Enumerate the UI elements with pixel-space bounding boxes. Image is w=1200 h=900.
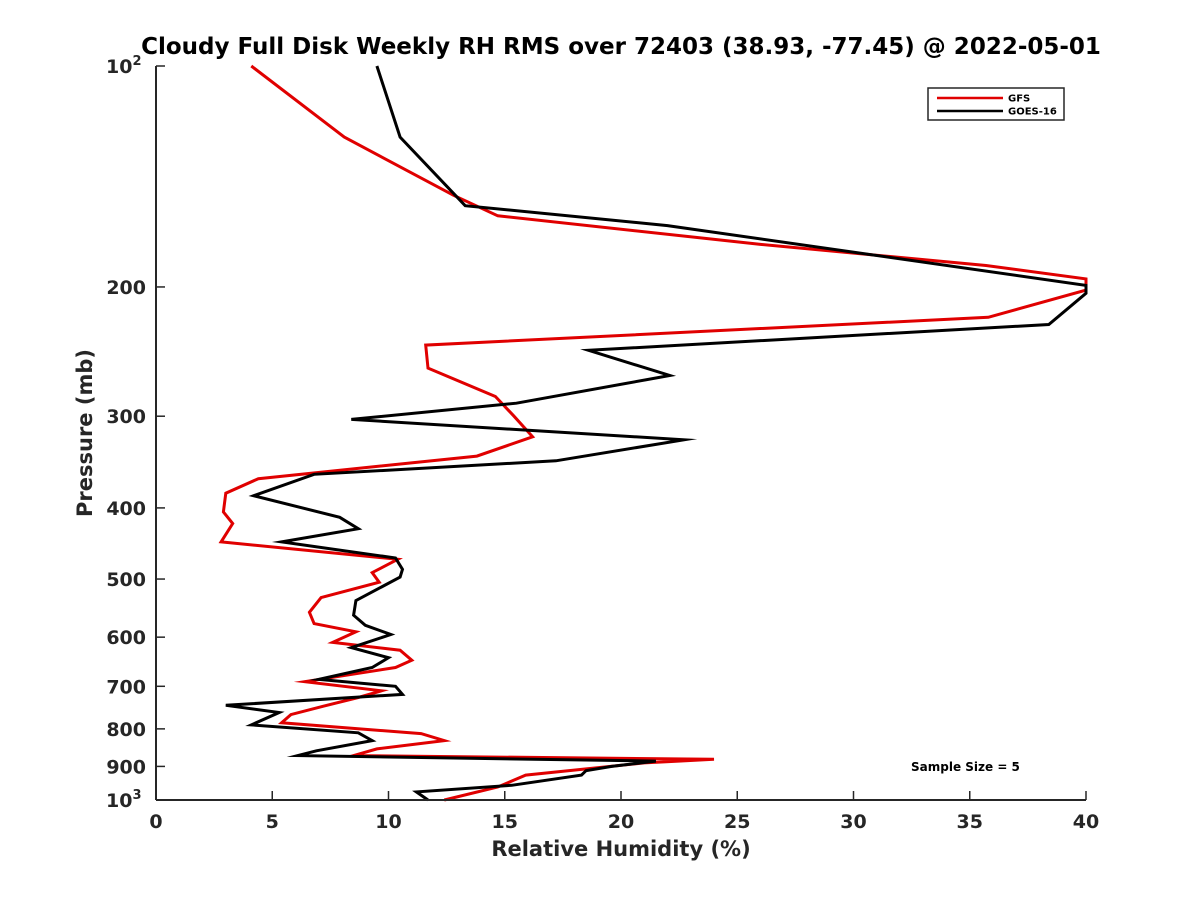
y-tick-label: 102 <box>106 54 142 78</box>
y-tick-label: 200 <box>106 277 146 299</box>
y-ticks: 102 200 300 400 500 600 700 800 900 103 <box>106 54 165 812</box>
series-line-gfs <box>218 64 1088 802</box>
x-tick-label: 0 <box>149 811 162 833</box>
x-tick-label: 5 <box>266 811 279 833</box>
x-tick-label: 25 <box>724 811 750 833</box>
series-layer <box>218 64 1088 802</box>
y-tick-label: 103 <box>106 788 142 812</box>
series-line-goes16 <box>225 65 1088 802</box>
x-tick-label: 15 <box>492 811 518 833</box>
y-axis-label: Pressure (mb) <box>73 349 97 517</box>
y-tick-label: 700 <box>106 676 146 698</box>
x-tick-label: 40 <box>1073 811 1099 833</box>
legend-box <box>927 87 1065 121</box>
y-tick-label: 300 <box>106 406 146 428</box>
y-tick-label: 500 <box>106 569 146 591</box>
x-ticks: 0 5 10 15 20 25 30 35 40 <box>149 791 1099 833</box>
y-tick-label: 800 <box>106 719 146 741</box>
sample-size-annotation: Sample Size = 5 <box>911 760 1020 774</box>
y-tick-label: 600 <box>106 627 146 649</box>
x-tick-label: 20 <box>608 811 634 833</box>
legend-label-gfs: GFS <box>1008 94 1030 105</box>
legend-label-goes16: GOES-16 <box>1008 107 1057 118</box>
legend: GFS GOES-16 <box>927 87 1065 121</box>
x-tick-label: 35 <box>957 811 983 833</box>
x-axis-label: Relative Humidity (%) <box>491 837 750 861</box>
y-tick-label: 400 <box>106 498 146 520</box>
x-tick-label: 10 <box>375 811 401 833</box>
y-tick-label: 900 <box>106 756 146 778</box>
plot-area <box>156 66 1086 800</box>
x-tick-label: 30 <box>840 811 866 833</box>
chart-title: Cloudy Full Disk Weekly RH RMS over 7240… <box>141 34 1101 60</box>
